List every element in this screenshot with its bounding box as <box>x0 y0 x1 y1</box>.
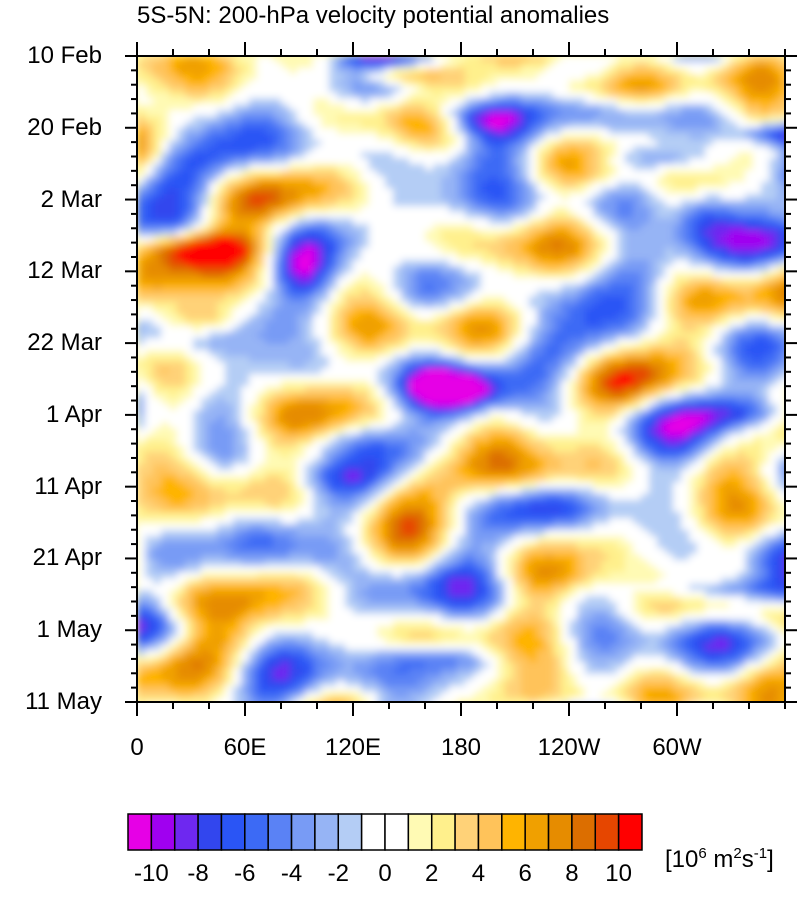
colorbar-box <box>594 813 620 851</box>
colorbar-box <box>150 813 176 851</box>
colorbar-tick-label: -6 <box>234 860 256 887</box>
x-tick-label: 0 <box>130 734 144 761</box>
y-tick-label: 10 Feb <box>27 42 102 69</box>
y-tick-label: 12 Mar <box>27 257 102 285</box>
colorbar-box <box>430 813 456 851</box>
colorbar-box <box>384 813 410 851</box>
anomaly-field <box>137 56 785 702</box>
axis-ticks <box>125 42 797 716</box>
y-tick-label: 22 Mar <box>27 329 102 357</box>
colorbar-box <box>524 813 550 851</box>
colorbar-box <box>337 813 363 851</box>
colorbar-box <box>454 813 480 851</box>
colorbar-tick-label: 6 <box>518 860 532 887</box>
colorbar-box <box>173 813 199 851</box>
y-tick-label: 1 May <box>36 616 102 644</box>
colorbar-box <box>407 813 433 851</box>
colorbar-box <box>571 813 597 851</box>
x-tick-label: 120W <box>537 734 601 761</box>
y-tick-label: 2 Mar <box>40 185 102 213</box>
colorbar-box <box>127 813 153 851</box>
x-tick-label: 60W <box>652 734 702 761</box>
colorbar-tick-label: 4 <box>471 860 486 887</box>
colorbar-box <box>360 813 386 851</box>
colorbar-box <box>220 813 246 851</box>
colorbar-box <box>501 813 526 851</box>
colorbar-tick-label: -8 <box>187 860 209 887</box>
colorbar-box <box>547 813 573 851</box>
colorbar-tick-label: 8 <box>565 860 579 887</box>
colorbar-tick-label: 2 <box>425 860 439 887</box>
colorbar-tick-label: 0 <box>378 860 392 887</box>
y-tick-label: 21 Apr <box>32 544 102 572</box>
colorbar-box <box>267 813 293 851</box>
x-tick-label: 120E <box>324 734 382 761</box>
x-tick-label: 60E <box>223 734 267 761</box>
colorbar-box <box>477 813 503 851</box>
colorbar-tick-label: -2 <box>327 860 349 887</box>
colorbar-units: [106 m2s-1] <box>665 845 774 873</box>
colorbar-box <box>314 813 340 851</box>
x-tick-label: 180 <box>440 734 482 761</box>
chart-title: 5S-5N: 200-hPa velocity potential anomal… <box>137 2 610 29</box>
colorbar-tick-label: 10 <box>605 860 632 887</box>
colorbar-tick-label: -10 <box>134 860 169 887</box>
y-tick-label: 11 Apr <box>34 472 102 500</box>
y-tick-label: 20 Feb <box>27 113 102 141</box>
colorbar-box <box>197 813 223 851</box>
y-tick-label: 1 Apr <box>45 400 102 428</box>
colorbar-box <box>244 813 269 851</box>
y-tick-label: 11 May <box>25 688 102 715</box>
colorbar-tick-label: -4 <box>280 860 303 887</box>
colorbar <box>127 813 643 851</box>
colorbar-box <box>617 813 643 851</box>
colorbar-box <box>290 813 316 851</box>
